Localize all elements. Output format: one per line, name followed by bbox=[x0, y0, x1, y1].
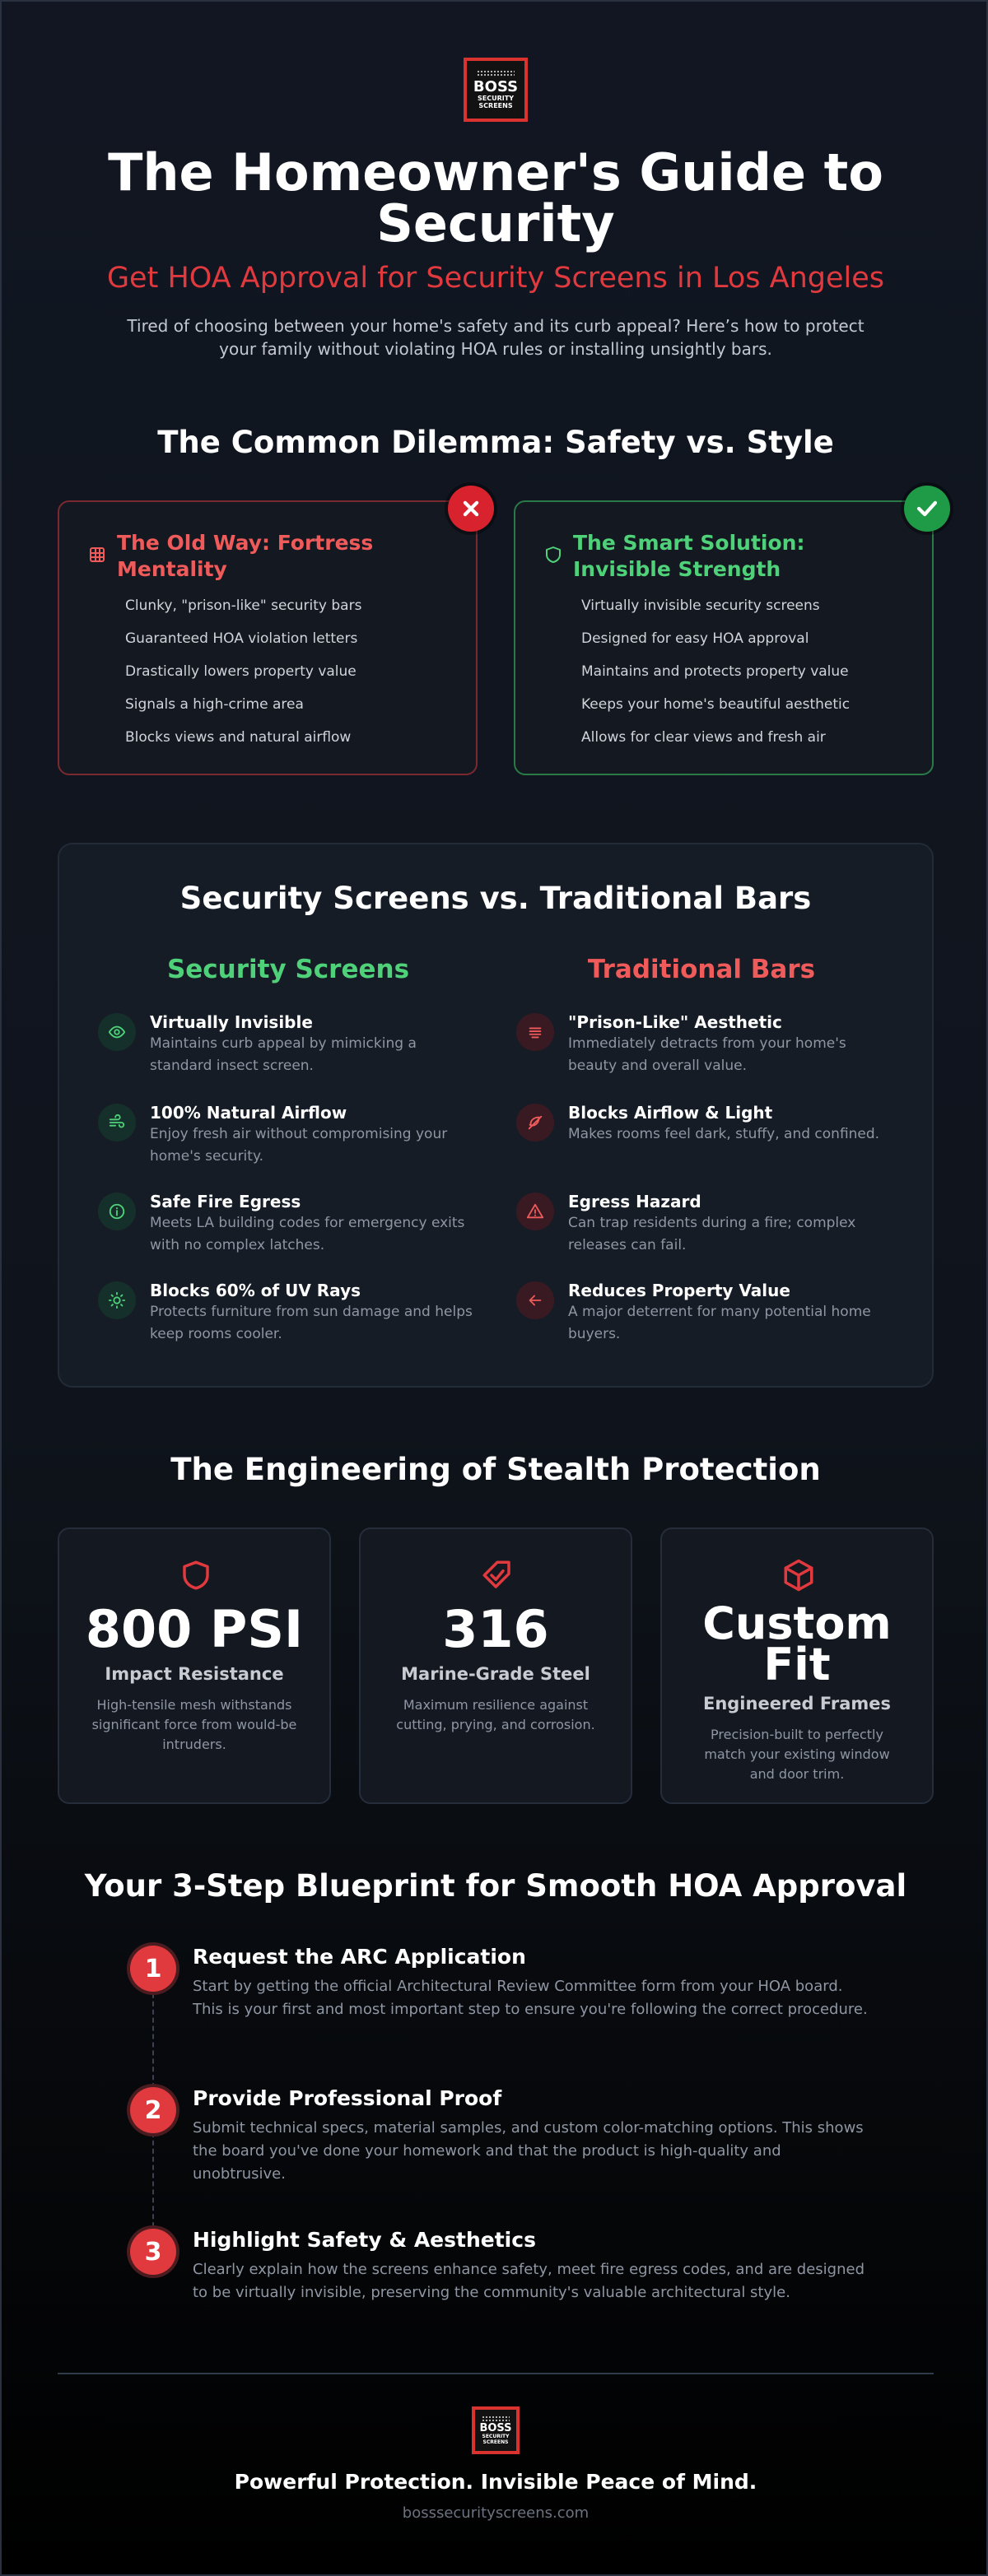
icon bbox=[90, 547, 105, 562]
compare-title: Virtually Invisible bbox=[150, 1012, 313, 1032]
card-item: Allows for clear views and fresh air bbox=[581, 729, 826, 746]
section-heading: The Engineering of Stealth Protection bbox=[170, 1452, 821, 1487]
stat-text: High-tensile mesh withstands significant… bbox=[91, 1697, 297, 1752]
dilemma-card: The Old Way: Fortress Mentality Clunky, "… bbox=[58, 500, 478, 775]
step-title: Highlight Safety & Aesthetics bbox=[193, 2228, 536, 2252]
stat-label: Marine-Grade Steel bbox=[401, 1664, 590, 1684]
stat-text: Maximum resilience against cutting, pryi… bbox=[396, 1697, 595, 1732]
icon bbox=[108, 1025, 126, 1039]
logo: BOSS SECURITY SCREENS bbox=[472, 2406, 520, 2454]
card-item: Clunky, "prison-like" security bars bbox=[125, 598, 362, 614]
icon bbox=[108, 1291, 126, 1309]
comparison-panel bbox=[58, 843, 934, 1388]
stat-label: Engineered Frames bbox=[702, 1694, 892, 1713]
subtitle: Get HOA Approval for Security Screens in… bbox=[106, 262, 885, 295]
stat-card: Custom Fit Engineered Frames Precision-bui… bbox=[660, 1527, 934, 1804]
icon bbox=[482, 1560, 510, 1588]
compare-title: Egress Hazard bbox=[568, 1192, 701, 1211]
step-number: 3 bbox=[130, 2229, 176, 2275]
icon bbox=[526, 1203, 544, 1219]
compare-title: Blocks 60% of UV Rays bbox=[150, 1281, 361, 1300]
stat-text: Precision-built to perfectly match your … bbox=[704, 1727, 890, 1782]
compare-title: 100% Natural Airflow bbox=[150, 1103, 347, 1123]
logo-text: SCREENS bbox=[482, 2439, 509, 2445]
compare-text: Protects furniture from sun damage and h… bbox=[150, 1304, 473, 1342]
tagline: Powerful Protection. Invisible Peace of … bbox=[234, 2470, 757, 2494]
compare-title: "Prison-Like" Aesthetic bbox=[568, 1012, 782, 1032]
card-item: Maintains and protects property value bbox=[581, 663, 849, 680]
icon bbox=[916, 500, 938, 517]
icon-circle bbox=[98, 1013, 136, 1051]
section-heading: Your 3-Step Blueprint for Smooth HOA App… bbox=[84, 1868, 907, 1904]
logo-text: BOSS bbox=[473, 77, 519, 95]
stat-value: Custom Fit bbox=[702, 1597, 892, 1690]
compare-text: Can trap residents during a fire; comple… bbox=[568, 1215, 856, 1253]
step-number: 2 bbox=[130, 2087, 176, 2133]
section-heading: Security Screens vs. Traditional Bars bbox=[179, 881, 812, 916]
stat-label: Impact Resistance bbox=[105, 1664, 284, 1684]
card-item: Designed for easy HOA approval bbox=[581, 630, 809, 647]
logo-text: SECURITY bbox=[482, 2434, 510, 2440]
badge bbox=[448, 486, 494, 532]
logo-dots bbox=[481, 2415, 510, 2421]
stat-value: 316 bbox=[442, 1599, 549, 1659]
compare-title: Safe Fire Egress bbox=[150, 1192, 301, 1211]
card-item: Keeps your home's beautiful aesthetic bbox=[581, 696, 851, 713]
compare-text: Makes rooms feel dark, stuffy, and confi… bbox=[568, 1126, 880, 1142]
step-text: Submit technical specs, material samples… bbox=[193, 2119, 864, 2183]
footer-url: bosssecurityscreens.com bbox=[402, 2504, 590, 2522]
step-text: Clearly explain how the screens enhance … bbox=[193, 2261, 865, 2301]
step-number: 1 bbox=[130, 1946, 176, 1992]
title: The Homeowner's Guide to Security bbox=[108, 142, 883, 253]
badge bbox=[904, 486, 950, 532]
logo-text: SECURITY bbox=[478, 94, 514, 102]
compare-title: Blocks Airflow & Light bbox=[568, 1103, 773, 1123]
compare-text: A major deterrent for many potential hom… bbox=[568, 1304, 871, 1342]
logo-text: BOSS bbox=[479, 2421, 512, 2434]
section-heading: The Common Dilemma: Safety vs. Style bbox=[157, 425, 834, 460]
icon bbox=[529, 1295, 542, 1306]
icon-circle bbox=[98, 1281, 136, 1319]
column-heading: Security Screens bbox=[166, 955, 410, 984]
card-item: Signals a high-crime area bbox=[125, 696, 304, 713]
compare-text: Meets LA building codes for emergency ex… bbox=[150, 1215, 465, 1253]
logo-text: SCREENS bbox=[478, 101, 513, 109]
step-title: Request the ARC Application bbox=[193, 1945, 526, 1969]
card-item: Blocks views and natural airflow bbox=[125, 729, 352, 746]
icon bbox=[183, 1560, 209, 1590]
icon bbox=[784, 1559, 813, 1592]
icon bbox=[529, 1027, 542, 1039]
compare-text: Immediately detracts from your home's be… bbox=[568, 1035, 846, 1074]
card-item: Virtually invisible security screens bbox=[581, 598, 820, 614]
card-item: Drastically lowers property value bbox=[125, 663, 357, 680]
stat-card: 800 PSI Impact Resistance High-tensile mes… bbox=[58, 1527, 331, 1804]
step-text: Start by getting the official Architectu… bbox=[193, 1978, 868, 2018]
logo-dots bbox=[476, 69, 515, 77]
icon bbox=[109, 1203, 125, 1220]
compare-text: Enjoy fresh air without compromising you… bbox=[150, 1126, 448, 1165]
logo: BOSS SECURITY SCREENS bbox=[464, 58, 528, 122]
compare-text: Maintains curb appeal by mimicking a sta… bbox=[150, 1035, 417, 1074]
intro: Tired of choosing between your home's sa… bbox=[127, 316, 864, 359]
stat-card: 316 Marine-Grade Steel Maximum resilience … bbox=[359, 1527, 632, 1804]
dilemma-card: The Smart Solution: Invisible Strength Vi… bbox=[514, 500, 934, 775]
icon bbox=[463, 500, 479, 517]
icon bbox=[528, 1115, 543, 1130]
card-item: Guaranteed HOA violation letters bbox=[125, 630, 358, 647]
compare-title: Reduces Property Value bbox=[568, 1281, 790, 1300]
column-heading: Traditional Bars bbox=[587, 955, 816, 984]
card-title: The Smart Solution: Invisible Strength bbox=[573, 531, 805, 581]
divider bbox=[58, 2373, 934, 2374]
icon bbox=[546, 546, 561, 563]
icon bbox=[109, 1114, 125, 1128]
stat-value: 800 PSI bbox=[85, 1599, 304, 1659]
card-title: The Old Way: Fortress Mentality bbox=[117, 531, 374, 581]
step-title: Provide Professional Proof bbox=[193, 2086, 502, 2110]
